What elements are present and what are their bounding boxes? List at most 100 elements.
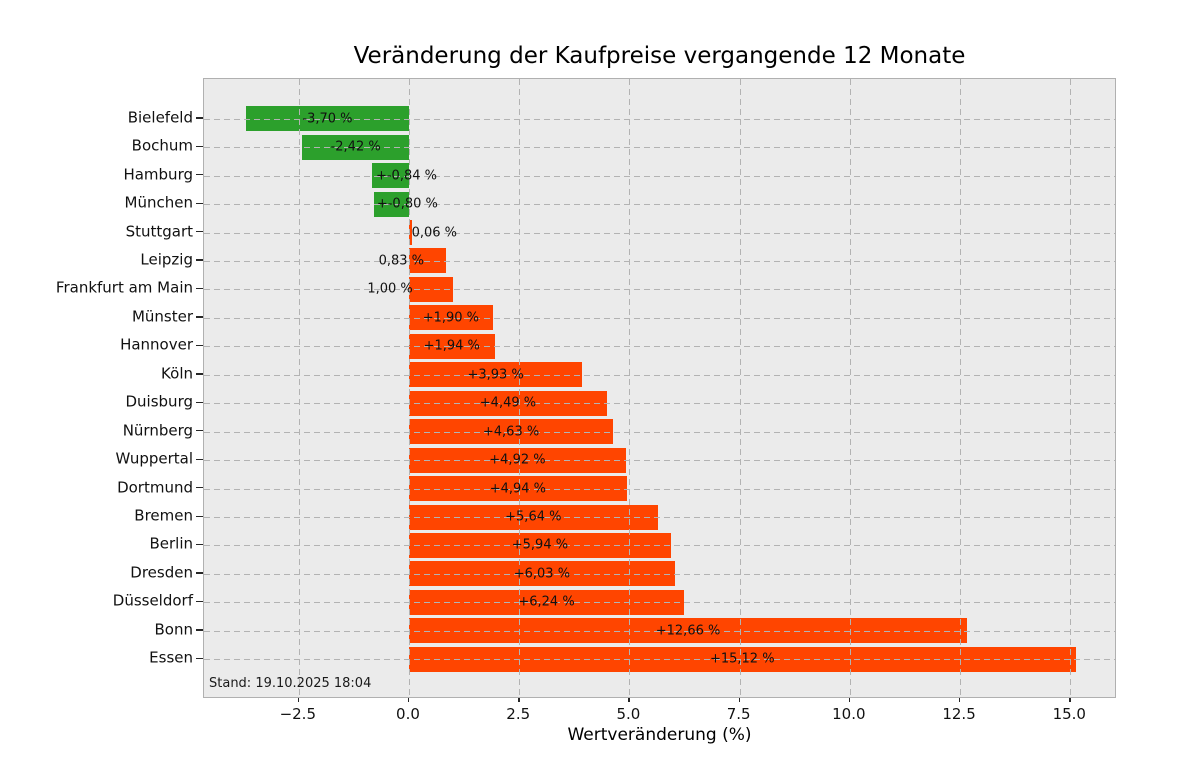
x-axis-label: Wertveränderung (%) — [567, 725, 752, 745]
gridline-horizontal — [204, 317, 1115, 319]
y-tick-mark — [196, 202, 203, 204]
y-tick-mark — [196, 231, 203, 233]
gridline-vertical — [519, 79, 521, 697]
y-tick-mark — [196, 287, 203, 290]
bar-value-label: +1,94 % — [423, 338, 480, 354]
bar-value-label: -2,42 % — [330, 139, 381, 155]
gridline-horizontal — [204, 431, 1115, 433]
gridline-vertical — [960, 79, 962, 697]
gridline-vertical — [298, 79, 300, 697]
x-tick-label: 5.0 — [616, 705, 641, 723]
y-tick-mark — [196, 572, 203, 574]
bar-value-label: +6,24 % — [518, 594, 575, 610]
gridline-horizontal — [204, 602, 1115, 604]
gridline-vertical — [629, 79, 631, 697]
y-tick-mark — [196, 543, 203, 546]
y-tick-label: Hamburg — [123, 165, 193, 184]
x-tick-mark — [738, 698, 740, 702]
bar-value-label: +12,66 % — [655, 623, 721, 639]
bar-value-label: +4,63 % — [482, 424, 540, 440]
bar-value-label: +15,12 % — [709, 651, 775, 667]
bar-value-label: +5,64 % — [505, 509, 562, 525]
y-tick-mark — [196, 316, 203, 318]
x-tick-mark — [628, 698, 630, 702]
x-tick-label: 12.5 — [942, 705, 976, 723]
bar-value-label: +-0,84 % — [375, 168, 437, 184]
gridline-vertical — [408, 79, 410, 697]
y-tick-label: Düsseldorf — [112, 592, 193, 611]
x-tick-mark — [959, 698, 961, 702]
y-tick-mark — [196, 430, 203, 432]
gridline-horizontal — [204, 232, 1115, 234]
y-tick-label: Dresden — [130, 563, 193, 582]
y-tick-mark — [196, 373, 203, 375]
bar-value-label: 0,06 % — [411, 225, 458, 241]
y-axis: Bielefeld Bochum Hamburg München Stuttgart Le… — [0, 78, 203, 698]
x-tick-mark — [518, 698, 520, 702]
x-tick-label: 7.5 — [726, 705, 751, 723]
y-tick-mark — [196, 515, 203, 517]
x-tick-label: 10.0 — [832, 705, 866, 723]
y-tick-mark — [196, 458, 203, 460]
bar-value-label: +4,94 % — [489, 481, 547, 497]
gridline-horizontal — [204, 289, 1115, 291]
x-tick-label: 2.5 — [506, 705, 531, 723]
bar-value-label: +6,03 % — [513, 566, 571, 582]
y-tick-label: Bremen — [134, 506, 193, 525]
y-tick-label: Nürnberg — [122, 421, 193, 440]
bar-value-label: +4,49 % — [479, 395, 537, 411]
bar-value-label: 0,83 % — [378, 253, 424, 269]
y-tick-mark — [196, 629, 203, 631]
y-tick-label: Berlin — [149, 535, 193, 554]
x-tick-label: 15.0 — [1052, 705, 1086, 723]
gridline-horizontal — [204, 175, 1115, 177]
bar-value-label: +5,94 % — [511, 537, 569, 553]
gridline-horizontal — [204, 204, 1115, 206]
gridline-horizontal — [204, 118, 1115, 120]
y-tick-label: Essen — [149, 648, 193, 667]
gridline-horizontal — [204, 403, 1115, 405]
gridline-horizontal — [204, 147, 1115, 149]
gridline-horizontal — [204, 488, 1115, 490]
y-tick-mark — [196, 487, 203, 489]
gridline-horizontal — [204, 346, 1115, 348]
y-tick-mark — [196, 401, 203, 404]
gridline-horizontal — [204, 545, 1115, 547]
gridline-horizontal — [204, 659, 1115, 661]
gridline-horizontal — [204, 460, 1115, 462]
bar-value-label: -3,70 % — [302, 111, 353, 127]
y-tick-label: Stuttgart — [125, 222, 193, 241]
gridline-horizontal — [204, 573, 1115, 575]
y-tick-label: Duisburg — [125, 392, 194, 411]
gridline-horizontal — [204, 630, 1115, 632]
y-tick-label: Dortmund — [117, 478, 193, 497]
y-tick-label: Frankfurt am Main — [55, 279, 193, 298]
y-tick-label: Leipzig — [140, 250, 193, 269]
chart-title: Veränderung der Kaufpreise vergangende 1… — [353, 43, 966, 69]
y-tick-label: Bonn — [154, 620, 193, 639]
y-tick-mark — [196, 145, 203, 147]
y-tick-label: Bielefeld — [127, 108, 193, 127]
gridline-horizontal — [204, 517, 1115, 519]
gridline-horizontal — [204, 374, 1115, 376]
y-tick-mark — [196, 600, 203, 603]
x-tick-label: 0.0 — [396, 705, 420, 723]
y-tick-label: Köln — [161, 364, 193, 383]
y-tick-mark — [196, 259, 203, 261]
x-tick-mark — [1069, 698, 1071, 702]
x-tick-mark — [848, 698, 851, 702]
gridline-vertical — [739, 79, 741, 697]
bar-value-label: +1,90 % — [422, 310, 480, 326]
y-tick-mark — [196, 174, 203, 176]
x-tick-mark — [297, 698, 300, 702]
y-tick-label: Münster — [131, 307, 193, 326]
bar-value-label: +-0,80 % — [376, 196, 438, 212]
y-tick-label: Wuppertal — [115, 449, 193, 468]
y-tick-mark — [196, 657, 203, 660]
bar-value-label: 1,00 % — [367, 281, 413, 297]
gridline-horizontal — [204, 260, 1115, 262]
gridline-vertical — [849, 79, 851, 697]
stand-annotation: Stand: 19.10.2025 18:04 — [209, 676, 372, 691]
y-tick-label: Hannover — [120, 335, 193, 354]
